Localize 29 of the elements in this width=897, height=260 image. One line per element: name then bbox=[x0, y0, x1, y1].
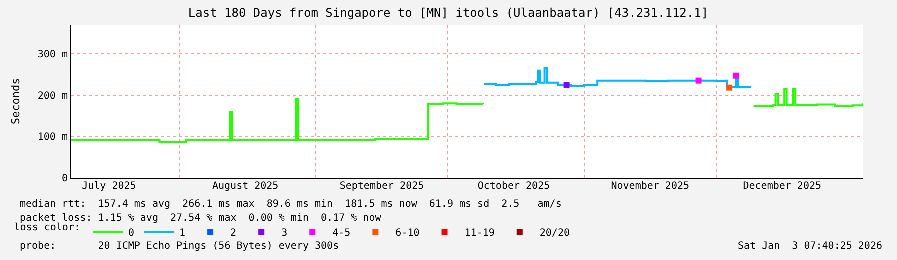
legend-label: 20/20 bbox=[540, 228, 570, 239]
point bbox=[726, 84, 733, 91]
x-tick-label: July 2025 bbox=[82, 181, 136, 192]
legend-label: 6-10 bbox=[396, 228, 420, 239]
y-tick-label: 100 m bbox=[38, 132, 68, 144]
legend-label: 2 bbox=[230, 228, 237, 239]
y-axis-title: Seconds bbox=[10, 78, 23, 125]
x-tick-label: August 2025 bbox=[212, 181, 279, 192]
text: Sat Jan 3 07:40:25 2026 bbox=[738, 241, 882, 252]
point bbox=[696, 78, 702, 84]
y-tick-label: 300 m bbox=[38, 49, 68, 60]
x-tick-label: September 2025 bbox=[340, 181, 424, 192]
point bbox=[564, 82, 570, 88]
text: packet loss: 1.15 % avg 27.54 % max 0.00 % min 0.17 % now bbox=[20, 213, 382, 224]
legend-label: 3 bbox=[282, 228, 288, 239]
y-tick-label: 0 bbox=[62, 174, 68, 184]
text: probe: 20 ICMP Echo Pings (56 Bytes) every 300s bbox=[20, 241, 340, 252]
text: median rtt: 157.4 ms avg 266.1 ms max 89.6 ms min 181.5 ms now 61.9 ms sd 2.5 am/s bbox=[20, 199, 562, 210]
legend-label: 4-5 bbox=[332, 228, 351, 239]
point bbox=[733, 72, 740, 79]
legend-label: 11-19 bbox=[464, 228, 495, 239]
x-tick-label: December 2025 bbox=[743, 181, 822, 192]
x-tick-label: October 2025 bbox=[478, 181, 550, 192]
x-tick-label: November 2025 bbox=[611, 181, 690, 192]
chart-title: Last 180 Days from Singapore to [MN] itools (Ulaanbaatar) [43.231.112.1] bbox=[188, 6, 709, 20]
legend-label: 1 bbox=[180, 228, 186, 239]
legend-title: loss color: bbox=[14, 222, 80, 234]
legend-label: 0 bbox=[128, 228, 135, 239]
y-tick-label: 200 m bbox=[38, 90, 68, 102]
